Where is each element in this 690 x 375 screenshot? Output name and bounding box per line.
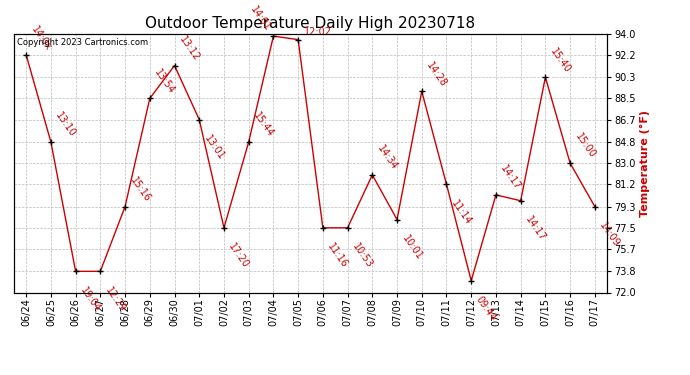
Text: 12:29: 12:29 xyxy=(103,285,128,314)
Text: 14:01: 14:01 xyxy=(248,5,273,33)
Text: 15:16: 15:16 xyxy=(128,175,152,204)
Text: 14:28: 14:28 xyxy=(424,60,448,88)
Text: 14:09: 14:09 xyxy=(598,220,622,249)
Text: 09:44: 09:44 xyxy=(474,295,498,323)
Text: 19:04: 19:04 xyxy=(79,285,103,314)
Text: 14:34: 14:34 xyxy=(375,144,400,172)
Text: 17:20: 17:20 xyxy=(227,242,251,270)
Text: 11:14: 11:14 xyxy=(449,198,473,226)
Text: 13:10: 13:10 xyxy=(54,111,78,139)
Text: Copyright 2023 Cartronics.com: Copyright 2023 Cartronics.com xyxy=(17,38,148,46)
Text: 12:02: 12:02 xyxy=(304,27,332,37)
Text: 15:00: 15:00 xyxy=(573,132,597,160)
Text: 15:44: 15:44 xyxy=(251,111,275,139)
Y-axis label: Temperature (°F): Temperature (°F) xyxy=(640,110,650,217)
Text: 13:12: 13:12 xyxy=(177,34,201,63)
Text: 10:01: 10:01 xyxy=(400,234,424,262)
Title: Outdoor Temperature Daily High 20230718: Outdoor Temperature Daily High 20230718 xyxy=(146,16,475,31)
Text: 14:17: 14:17 xyxy=(524,214,548,243)
Text: 14:17: 14:17 xyxy=(499,164,523,192)
Text: 13:01: 13:01 xyxy=(202,134,226,162)
Text: 15:40: 15:40 xyxy=(548,46,572,75)
Text: 11:16: 11:16 xyxy=(326,242,350,270)
Text: 13:54: 13:54 xyxy=(152,67,177,96)
Text: 10:53: 10:53 xyxy=(351,242,375,270)
Text: 14:0x: 14:0x xyxy=(29,24,53,52)
